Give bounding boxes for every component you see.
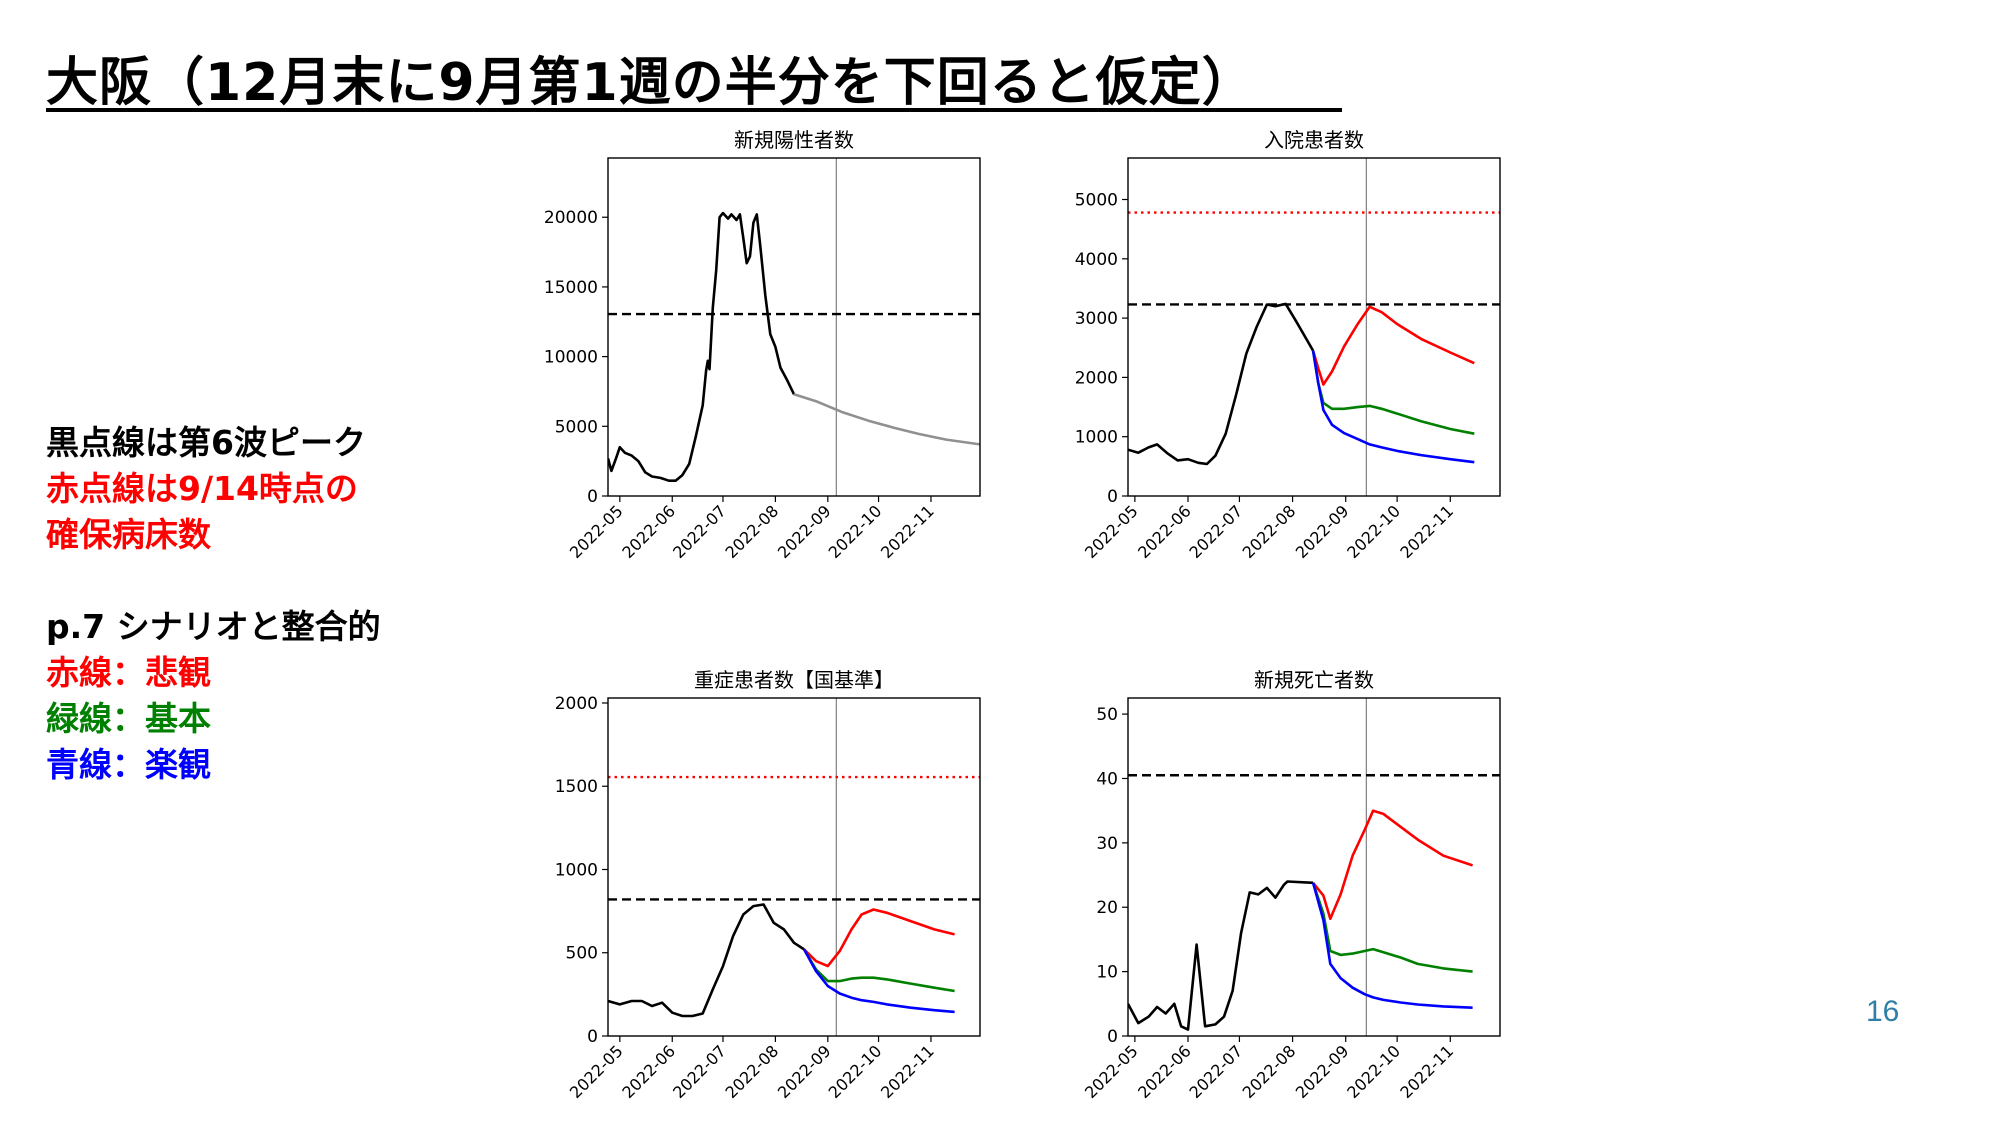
y-tick-label: 10 — [1096, 963, 1118, 983]
plot-frame — [607, 697, 981, 1037]
x-tick-label: 2022-11 — [877, 501, 938, 562]
y-tick-label: 30 — [1096, 834, 1118, 854]
x-tick-label: 2022-07 — [1186, 501, 1247, 562]
y-tick-label: 4000 — [1075, 250, 1118, 270]
series-line-pessimistic — [803, 908, 955, 968]
y-tick-label: 0 — [587, 487, 598, 507]
x-tick-label: 2022-06 — [1134, 1041, 1195, 1102]
y-tick-label: 20 — [1096, 898, 1118, 918]
series-line-optimistic — [1311, 882, 1473, 1009]
y-tick-label: 2000 — [1075, 368, 1118, 388]
y-tick-label: 2000 — [555, 694, 598, 714]
page-number: 16 — [1866, 995, 1900, 1028]
chart-hospitalized: 入院患者数 0 1000 2000 3000 4000 5000 2022-052022-06… — [1075, 128, 1501, 562]
y-tick-label: 500 — [566, 944, 598, 964]
plot-frame — [1127, 697, 1501, 1037]
y-tick-label: 20000 — [544, 208, 598, 228]
y-tick-label: 40 — [1096, 769, 1118, 789]
x-tick-label: 2022-07 — [1186, 1041, 1247, 1102]
series-line-base — [1311, 882, 1473, 973]
x-tick-label: 2022-08 — [1239, 501, 1300, 562]
plot-frame — [607, 157, 981, 497]
y-tick-label: 50 — [1096, 705, 1118, 725]
x-tick-label: 2022-09 — [1292, 501, 1353, 562]
note-base: 緑線：基本 — [46, 699, 211, 738]
chart-new-positives: 新規陽性者数 0 5000 10000 15000 20000 2022-052022-06… — [544, 128, 981, 562]
y-tick-label: 5000 — [1075, 191, 1118, 211]
x-tick-label: 2022-05 — [566, 501, 627, 562]
series-line-history — [608, 903, 805, 1018]
series-line-history — [1128, 302, 1315, 466]
y-tick-label: 10000 — [544, 348, 598, 368]
note-optimistic: 青線：楽観 — [46, 745, 211, 784]
x-tick-label: 2022-10 — [825, 1041, 886, 1102]
chart-title: 入院患者数 — [1264, 128, 1364, 152]
y-tick-label: 1000 — [1075, 428, 1118, 448]
x-tick-label: 2022-10 — [825, 501, 886, 562]
note-scenario: p.7 シナリオと整合的 — [46, 607, 381, 646]
y-tick-label: 1500 — [555, 777, 598, 797]
y-tick-label: 5000 — [555, 417, 598, 437]
series-line-optimistic — [802, 948, 955, 1014]
y-tick-label: 15000 — [544, 278, 598, 298]
x-tick-label: 2022-05 — [1081, 1041, 1142, 1102]
y-tick-label: 0 — [1107, 487, 1118, 507]
x-tick-label: 2022-05 — [1081, 501, 1142, 562]
y-tick-label: 1000 — [555, 860, 598, 880]
series-line-pessimistic — [1312, 809, 1474, 921]
note-peak-line: 黒点線は第6波ピーク — [46, 423, 366, 462]
x-tick-label: 2022-06 — [618, 501, 679, 562]
slide-title: 大阪（12月末に9月第1週の半分を下回ると仮定） — [46, 53, 1255, 113]
y-tick-label: 0 — [1107, 1027, 1118, 1047]
series-line-history — [608, 211, 796, 482]
chart-title: 新規陽性者数 — [734, 128, 854, 152]
x-tick-label: 2022-08 — [722, 1041, 783, 1102]
y-tick-label: 3000 — [1075, 309, 1118, 329]
series-line-projection — [793, 393, 980, 446]
x-tick-label: 2022-08 — [1239, 1041, 1300, 1102]
chart-severe: 重症患者数【国基準】 0 500 1000 1500 2000 2022-052022-06… — [555, 668, 981, 1102]
x-tick-label: 2022-11 — [1396, 1041, 1457, 1102]
chart-title: 新規死亡者数 — [1254, 668, 1374, 692]
title-underline — [46, 108, 1342, 112]
note-pessimistic: 赤線：悲観 — [46, 653, 211, 692]
x-tick-label: 2022-11 — [877, 1041, 938, 1102]
x-tick-label: 2022-11 — [1396, 501, 1457, 562]
y-tick-label: 0 — [587, 1027, 598, 1047]
x-tick-label: 2022-06 — [1134, 501, 1195, 562]
x-tick-label: 2022-10 — [1343, 501, 1404, 562]
notes-panel: 黒点線は第6波ピーク 赤点線は9/14時点の 確保病床数 p.7 シナリオと整合… — [46, 420, 381, 788]
series-line-history — [1128, 880, 1314, 1031]
x-tick-label: 2022-05 — [566, 1041, 627, 1102]
x-tick-label: 2022-09 — [774, 1041, 835, 1102]
series-line-optimistic — [1311, 350, 1475, 464]
x-tick-label: 2022-10 — [1343, 1041, 1404, 1102]
x-tick-label: 2022-07 — [669, 501, 730, 562]
note-spacer — [46, 558, 381, 604]
chart-title: 重症患者数【国基準】 — [694, 668, 894, 692]
chart-new-deaths: 新規死亡者数010203040502022-052022-062022-0720… — [1081, 668, 1501, 1102]
x-tick-label: 2022-09 — [1292, 1041, 1353, 1102]
x-tick-label: 2022-06 — [618, 1041, 679, 1102]
note-bed-line-1: 赤点線は9/14時点の — [46, 469, 358, 508]
series-line-pessimistic — [1311, 305, 1475, 386]
plot-frame — [1127, 157, 1501, 497]
note-bed-line-2: 確保病床数 — [46, 515, 211, 554]
x-tick-label: 2022-07 — [669, 1041, 730, 1102]
series-line-base — [802, 948, 955, 993]
x-tick-label: 2022-08 — [722, 501, 783, 562]
x-tick-label: 2022-09 — [774, 501, 835, 562]
